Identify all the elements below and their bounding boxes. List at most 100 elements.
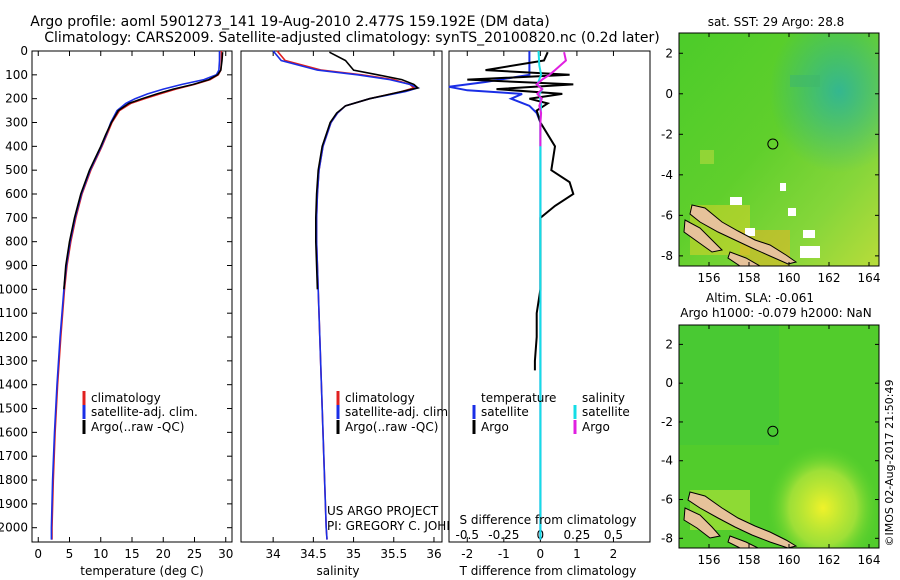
series-line-argo-raw-qc- bbox=[63, 52, 224, 290]
map-y-tick-label: 0 bbox=[665, 87, 673, 101]
x-tick-label: 35.5 bbox=[380, 547, 407, 561]
x-tick-label: 34 bbox=[266, 547, 281, 561]
y-tick-label: 2000 bbox=[0, 521, 28, 535]
sla-map-subtitle: Argo h1000: -0.079 h2000: NaN bbox=[680, 306, 872, 320]
island-coastline bbox=[683, 507, 721, 539]
difference-plot-frame bbox=[448, 50, 651, 543]
island-coastline bbox=[727, 251, 762, 266]
legend-title-salinity: salinity bbox=[582, 391, 625, 405]
map-y-tick-label: -8 bbox=[661, 249, 673, 263]
island-coastline bbox=[683, 219, 724, 253]
y-tick-label: 1100 bbox=[0, 306, 28, 320]
x-tick-label: 20 bbox=[156, 547, 171, 561]
series-line-argo-raw-qc- bbox=[314, 51, 420, 290]
island-coastline bbox=[689, 204, 798, 265]
salinity-axis: 34 34.5 35 35.5 36 bbox=[266, 51, 442, 561]
sst-map-axes: 156 158 160 162 164 2 0 -2 -4 -6 -8 bbox=[661, 33, 880, 285]
map-y-tick-label: 0 bbox=[665, 376, 673, 390]
y-tick-label: 1600 bbox=[0, 425, 28, 439]
map-y-tick-label: -2 bbox=[661, 415, 673, 429]
temperature-legend: climatology satellite-adj. clim. Argo(..… bbox=[82, 391, 198, 434]
x-tick-label: 25 bbox=[187, 547, 202, 561]
x-tick-label: 5 bbox=[66, 547, 74, 561]
legend-label-satellite-adj: satellite-adj. clim. bbox=[91, 405, 198, 419]
y-tick-label: 200 bbox=[5, 92, 28, 106]
temperature-panel: 0100200300400500600700800900100011001200… bbox=[0, 44, 650, 578]
difference-panel: -2 -1 0 1 2-0.5 -0.25 0 0.25 0.5 S difference fr… bbox=[448, 50, 651, 578]
x-tick-label: 30 bbox=[218, 547, 233, 561]
x-tick-label: 0 bbox=[537, 547, 545, 561]
island-coastline bbox=[727, 535, 759, 548]
y-tick-label: 1500 bbox=[0, 402, 28, 416]
x-tick-label-salinity: -0.5 bbox=[456, 528, 479, 542]
figure-title-line1: Argo profile: aoml 5901273_141 19-Aug-20… bbox=[30, 14, 549, 30]
y-tick-label: 1200 bbox=[0, 330, 28, 344]
salinity-panel: 34 34.5 35 35.5 36 salinity climatology sate… bbox=[240, 50, 481, 578]
map-x-tick-label: 160 bbox=[778, 271, 801, 285]
salinity-legend: climatology satellite-adj. clim. Argo(..… bbox=[336, 391, 452, 434]
salinity-axis-label: salinity bbox=[316, 564, 359, 578]
difference-series bbox=[448, 50, 575, 540]
map-x-tick-label: 156 bbox=[698, 553, 721, 567]
difference-legend: temperature satellite Argo salinity sate… bbox=[472, 391, 630, 434]
argo-float-marker bbox=[767, 138, 779, 150]
y-tick-label: 1300 bbox=[0, 354, 28, 368]
x-tick-label: 15 bbox=[124, 547, 139, 561]
y-tick-label: 1800 bbox=[0, 473, 28, 487]
map-x-tick-label: 164 bbox=[858, 553, 881, 567]
argo-float-marker bbox=[767, 425, 779, 437]
t-difference-axis-label: T difference from climatology bbox=[459, 564, 637, 578]
sla-map-title: Altim. SLA: -0.061 bbox=[706, 291, 814, 305]
legend-label-climatology: climatology bbox=[91, 391, 161, 405]
x-tick-label: 2 bbox=[610, 547, 618, 561]
sla-map-axes: 156 158 160 162 164 2 0 -2 -4 -6 -8 bbox=[661, 325, 880, 567]
y-tick-label: 500 bbox=[5, 163, 28, 177]
sla-map-field bbox=[679, 325, 879, 548]
temperature-plot-frame bbox=[31, 50, 233, 543]
map-y-tick-label: -6 bbox=[661, 493, 673, 507]
x-tick-label: 1 bbox=[573, 547, 581, 561]
x-tick-label: 10 bbox=[93, 547, 108, 561]
map-x-tick-label: 162 bbox=[818, 553, 841, 567]
y-tick-label: 900 bbox=[5, 259, 28, 273]
legend-label-argo: Argo(..raw -QC) bbox=[91, 420, 184, 434]
map-y-tick-label: -2 bbox=[661, 127, 673, 141]
map-y-tick-label: -4 bbox=[661, 454, 673, 468]
island-coastline bbox=[687, 491, 798, 548]
sla-map-frame bbox=[678, 324, 880, 549]
x-tick-label: -2 bbox=[461, 547, 473, 561]
project-annotation-line1: US ARGO PROJECT bbox=[327, 504, 439, 518]
sst-map-frame bbox=[678, 32, 880, 267]
legend-label-sal-satellite: satellite bbox=[582, 405, 630, 419]
map-x-tick-label: 162 bbox=[818, 271, 841, 285]
legend-label-sal-argo: Argo bbox=[582, 420, 610, 434]
map-y-tick-label: 2 bbox=[665, 46, 673, 60]
x-tick-label: -1 bbox=[498, 547, 510, 561]
x-tick-label-salinity: -0.25 bbox=[488, 528, 519, 542]
map-y-tick-label: -4 bbox=[661, 168, 673, 182]
x-tick-label-salinity: 0.5 bbox=[604, 528, 623, 542]
temperature-axis: 0 5 10 15 20 25 30 bbox=[34, 51, 233, 561]
legend-title-temperature: temperature bbox=[481, 391, 556, 405]
project-annotation-line2: PI: GREGORY C. JOHNSON bbox=[327, 519, 481, 533]
y-tick-label: 300 bbox=[5, 116, 28, 130]
series-line-salinity-argo bbox=[535, 51, 568, 147]
temperature-axis-label: temperature (deg C) bbox=[80, 564, 203, 578]
y-tick-label: 1900 bbox=[0, 497, 28, 511]
salinity-series bbox=[272, 50, 421, 540]
x-tick-label: 35 bbox=[346, 547, 361, 561]
legend-label-satellite-adj: satellite-adj. clim. bbox=[345, 405, 452, 419]
y-tick-label: 0 bbox=[20, 44, 28, 58]
y-tick-label: 800 bbox=[5, 235, 28, 249]
temperature-series bbox=[50, 51, 224, 540]
copyright-timestamp: ©IMOS 02-Aug-2017 21:50:49 bbox=[883, 380, 896, 547]
map-y-tick-label: 2 bbox=[665, 337, 673, 351]
y-tick-label: 1700 bbox=[0, 449, 28, 463]
map-x-tick-label: 158 bbox=[738, 271, 761, 285]
sst-map-title: sat. SST: 29 Argo: 28.8 bbox=[708, 15, 845, 29]
sst-map-field bbox=[679, 33, 879, 266]
y-tick-label: 1000 bbox=[0, 282, 28, 296]
map-y-tick-label: -8 bbox=[661, 531, 673, 545]
x-tick-label: 0 bbox=[34, 547, 42, 561]
